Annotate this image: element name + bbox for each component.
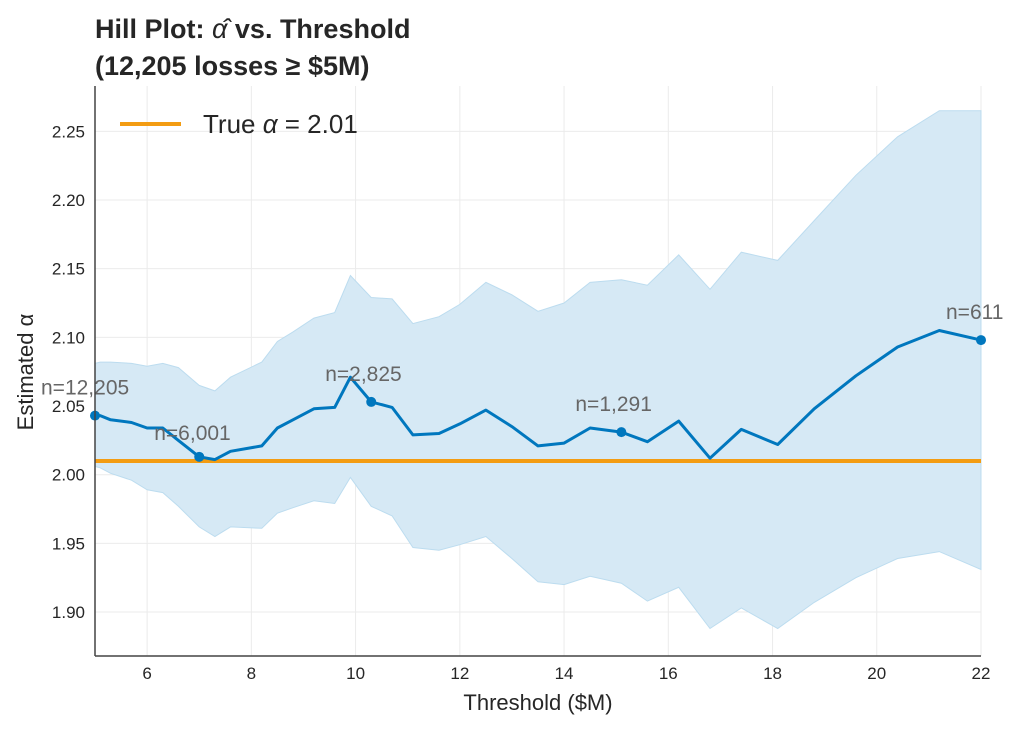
x-tick-12: 12 xyxy=(450,664,469,683)
marker-label-3: n=1,291 xyxy=(575,393,652,416)
sample-size-markers: n=12,205 n=6,001 n=2,825 n=1,291 n=611 xyxy=(41,301,1003,462)
x-tick-10: 10 xyxy=(346,664,365,683)
x-tick-22: 22 xyxy=(972,664,991,683)
chart-title-line1: Hill Plot: α̂ vs. Threshold xyxy=(95,14,410,44)
confidence-band xyxy=(94,110,982,630)
y-axis-label: Estimated α xyxy=(13,313,38,430)
legend-label-true-alpha: True α = 2.01 xyxy=(203,109,358,139)
y-tick-1.95: 1.95 xyxy=(52,534,85,553)
y-tick-2.10: 2.10 xyxy=(52,328,85,347)
chart-title: Hill Plot: α̂ vs. Threshold (12,205 loss… xyxy=(95,14,415,81)
y-tick-2.15: 2.15 xyxy=(52,260,85,279)
x-tick-16: 16 xyxy=(659,664,678,683)
marker-point-4 xyxy=(976,335,986,346)
marker-label-2: n=2,825 xyxy=(325,363,402,386)
x-tick-6: 6 xyxy=(142,664,151,683)
marker-point-3 xyxy=(616,427,627,438)
legend: True α = 2.01 xyxy=(120,109,358,139)
hill-estimate-line xyxy=(95,329,982,462)
chart-title-line2: (12,205 losses ≥ $5M) xyxy=(95,51,369,81)
marker-point-1 xyxy=(194,451,205,462)
x-tick-14: 14 xyxy=(555,664,574,683)
marker-label-0: n=12,205 xyxy=(41,377,129,400)
marker-point-2 xyxy=(366,396,377,407)
x-tick-20: 20 xyxy=(867,664,886,683)
y-tick-1.90: 1.90 xyxy=(52,603,85,622)
marker-label-4: n=611 xyxy=(946,301,1003,324)
x-axis-ticks: 6 8 10 12 14 16 18 20 22 xyxy=(142,664,990,683)
marker-label-1: n=6,001 xyxy=(154,422,231,445)
y-tick-2.00: 2.00 xyxy=(52,466,85,485)
x-axis-label: Threshold ($M) xyxy=(463,690,612,715)
x-tick-18: 18 xyxy=(763,664,782,683)
x-tick-8: 8 xyxy=(247,664,256,683)
y-tick-2.05: 2.05 xyxy=(52,397,85,416)
y-tick-2.20: 2.20 xyxy=(52,191,85,210)
y-tick-2.25: 2.25 xyxy=(52,122,85,141)
y-axis-ticks: 1.90 1.95 2.00 2.05 2.10 2.15 2.20 2.25 xyxy=(52,122,85,622)
